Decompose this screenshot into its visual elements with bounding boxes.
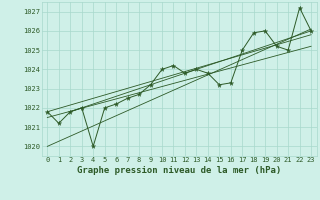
X-axis label: Graphe pression niveau de la mer (hPa): Graphe pression niveau de la mer (hPa) <box>77 166 281 175</box>
